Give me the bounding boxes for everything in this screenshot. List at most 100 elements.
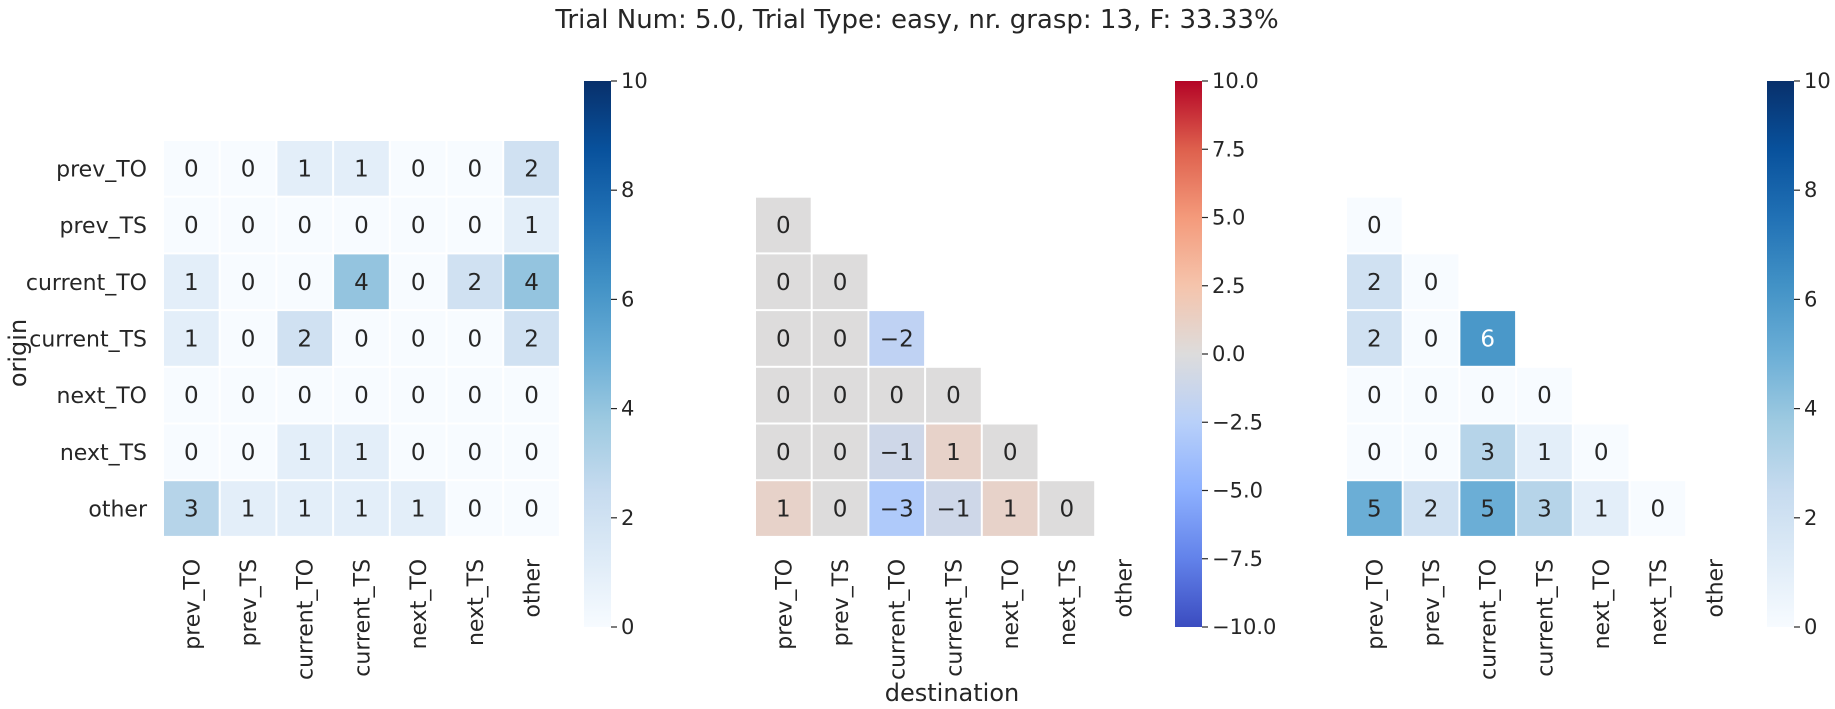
x-tick-label: current_TS [1533, 559, 1558, 677]
heatmap-cell [334, 424, 389, 480]
heatmap-cell [1630, 481, 1686, 536]
colorbar-tick-label: 10.0 [1212, 69, 1259, 93]
heatmap-cell [504, 481, 559, 536]
heatmap-cell [447, 141, 503, 196]
heatmap-cell [390, 367, 446, 423]
cell-value-label: 0 [833, 326, 848, 352]
cell-value-label: 0 [946, 383, 961, 409]
heatmap-cell [1347, 424, 1402, 480]
heatmap-cell [1403, 424, 1459, 480]
cell-value-label: 0 [524, 497, 539, 523]
colorbar-tick-label: −10.0 [1212, 615, 1276, 639]
cell-value-label: 2 [1367, 326, 1382, 352]
cell-value-label: 0 [776, 213, 791, 239]
cell-value-label: 1 [354, 156, 369, 182]
y-tick-label: current_TO [26, 271, 147, 296]
cell-value-label: 0 [411, 213, 426, 239]
cell-value-label: 0 [411, 440, 426, 466]
cell-value-label: 3 [184, 497, 199, 523]
cell-value-label: 0 [1060, 497, 1075, 523]
cell-value-label: 0 [524, 440, 539, 466]
colorbar-tick-label: −2.5 [1212, 410, 1263, 434]
heatmap-cell [504, 254, 559, 310]
cell-value-label: 0 [1424, 326, 1439, 352]
heatmap-cell [220, 197, 276, 253]
heatmap-cell [812, 424, 868, 480]
heatmap-cell [926, 424, 981, 480]
heatmap-cell [812, 254, 868, 310]
x-tick-label: prev_TS [829, 559, 854, 646]
x-tick-label: current_TO [1477, 559, 1502, 680]
cell-value-label: 2 [524, 156, 539, 182]
heatmap-cell [869, 424, 925, 480]
x-tick-label: prev_TO [180, 559, 205, 650]
cell-value-label: 0 [297, 383, 312, 409]
x-tick-label: other [521, 558, 546, 618]
cell-value-label: 0 [1424, 383, 1439, 409]
heatmap-cell [390, 141, 446, 196]
cell-value-label: 0 [1424, 440, 1439, 466]
heatmap-cell [220, 367, 276, 423]
heatmap-cell [447, 197, 503, 253]
y-tick-label: prev_TO [56, 157, 147, 182]
heatmap-cell [1347, 481, 1402, 536]
cell-value-label: 0 [468, 326, 483, 352]
cell-value-label: 0 [354, 326, 369, 352]
colorbar-tick-label: 5.0 [1212, 206, 1245, 230]
cell-value-label: 5 [1367, 497, 1382, 523]
heatmap-cell [277, 311, 333, 366]
heatmap-panel-1: 0 0 1 1 0 0 20 0 0 0 0 0 11 0 0 4 0 2 41 0 2 0 0 0 20 0 0 0 0 0 00 0 1 1 0… [26, 69, 648, 680]
cell-value-label: 0 [833, 497, 848, 523]
cell-value-label: 0 [411, 156, 426, 182]
x-tick-label: next_TS [1056, 559, 1081, 646]
heatmap-cell [220, 311, 276, 366]
heatmap-cell [1460, 311, 1516, 366]
heatmap-cell [756, 481, 811, 536]
cell-value-label: 0 [776, 383, 791, 409]
x-tick-label: current_TS [942, 559, 967, 677]
colorbar-tick-label: 6 [1804, 287, 1817, 311]
heatmap-cell [277, 481, 333, 536]
colorbar-tick-label: 8 [1804, 178, 1817, 202]
cell-value-label: 0 [776, 270, 791, 296]
cell-value-label: 0 [297, 270, 312, 296]
colorbar-tick-label: 2 [621, 506, 634, 530]
x-axis-label: destination [885, 679, 1019, 707]
x-tick-label: current_TO [886, 559, 911, 680]
heatmap-cell [756, 367, 811, 423]
heatmap-cell [926, 481, 981, 536]
cell-value-label: 0 [241, 440, 256, 466]
x-tick-label: next_TO [1590, 559, 1615, 650]
heatmap-cell [756, 424, 811, 480]
heatmap-panel-2: 0 0 0 0 0 −2 0 0 0 0 0 0 −1 1 0 1 0 −3 −1 1 0 prev_TO prev_TS c… [756, 69, 1276, 680]
heatmap-cell [926, 367, 981, 423]
x-tick-label: current_TS [350, 559, 375, 677]
heatmap-cell [334, 481, 389, 536]
heatmap-cell [164, 197, 219, 253]
cell-value-label: 0 [1367, 213, 1382, 239]
cell-value-label: 2 [1424, 497, 1439, 523]
cell-value-label: 0 [524, 383, 539, 409]
cell-value-label: 0 [1367, 383, 1382, 409]
cell-value-label: 0 [241, 383, 256, 409]
heatmap-cell [1347, 367, 1402, 423]
cell-value-label: 0 [833, 270, 848, 296]
heatmap-cell [277, 367, 333, 423]
cell-value-label: 0 [184, 156, 199, 182]
cell-value-label: 1 [184, 270, 199, 296]
x-tick-label: prev_TO [772, 559, 797, 650]
cell-value-label: 1 [297, 156, 312, 182]
heatmap-cell [447, 311, 503, 366]
heatmap-cell [1039, 481, 1095, 536]
cell-value-label: 0 [1003, 440, 1018, 466]
cell-value-label: 1 [1003, 497, 1018, 523]
colorbar-tick-label: 0.0 [1212, 342, 1245, 366]
cell-value-label: 4 [354, 270, 369, 296]
cell-value-label: 1 [946, 440, 961, 466]
heatmap-cell [504, 424, 559, 480]
heatmap-cell [812, 481, 868, 536]
cell-value-label: 0 [297, 213, 312, 239]
heatmap-cell [1403, 254, 1459, 310]
cell-value-label: 0 [468, 156, 483, 182]
x-tick-label: next_TS [1647, 559, 1672, 646]
